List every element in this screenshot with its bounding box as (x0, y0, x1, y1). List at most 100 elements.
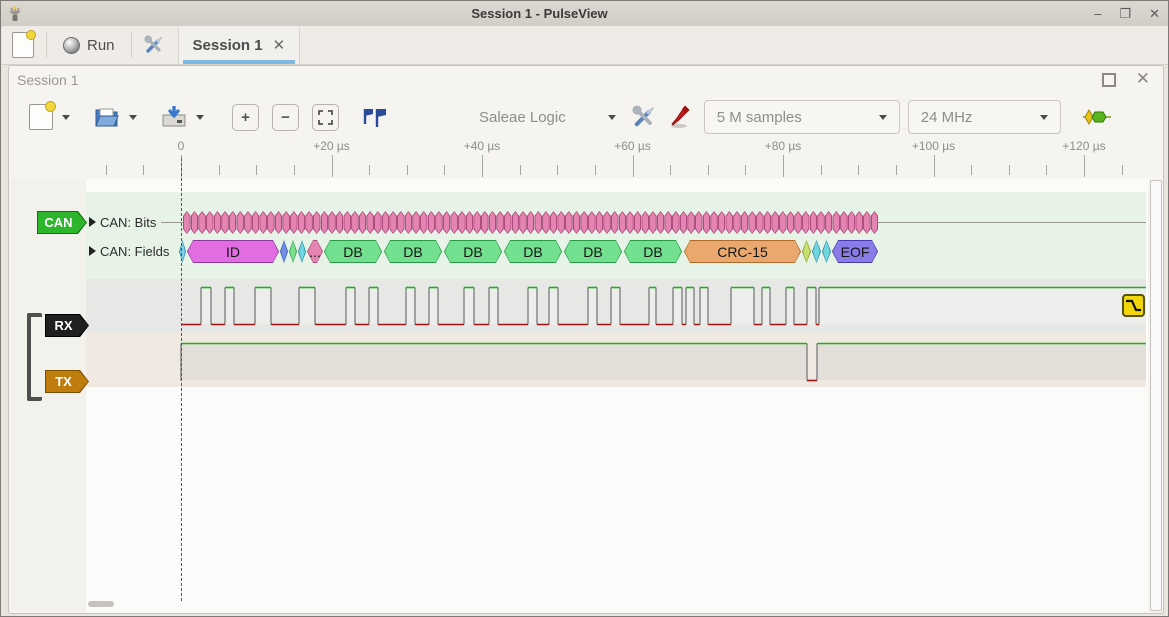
can-bit (305, 211, 313, 234)
can-bit (503, 211, 512, 234)
bits-row-label: CAN: Bits (100, 215, 157, 230)
ruler-minor-tick (858, 165, 860, 175)
new-session-button[interactable] (6, 30, 40, 60)
sample-rate-value: 24 MHz (920, 108, 973, 126)
session-tab[interactable]: Session 1 ✕ (177, 26, 301, 64)
sample-rate-select[interactable]: 24 MHz (907, 100, 1061, 134)
timeline-ruler[interactable]: 0 +20 µs +40 µs +60 µs +80 µs +100 µs +120 µs (1, 139, 1148, 179)
field-id[interactable]: ID (187, 240, 279, 263)
separator (130, 32, 132, 58)
rx-waveform[interactable] (86, 279, 1146, 333)
zoom-in-button[interactable]: + (232, 103, 259, 131)
restore-icon[interactable] (1101, 73, 1116, 87)
can-bit (679, 211, 688, 234)
window-title: Session 1 - PulseView (471, 6, 608, 21)
maximize-icon[interactable]: ❐ (1119, 6, 1132, 21)
can-bit (205, 211, 214, 234)
save-dropdown-arrow[interactable] (196, 114, 204, 120)
ruler-minor-tick (406, 165, 408, 175)
wrench-icon (632, 105, 654, 127)
ruler-minor-tick (218, 165, 220, 175)
channel-tag-tx[interactable]: TX (45, 370, 89, 393)
new-view-dropdown-arrow[interactable] (62, 114, 70, 120)
can-bit (763, 211, 772, 234)
save-button[interactable] (161, 106, 204, 128)
close-icon[interactable]: ✕ (1149, 6, 1160, 21)
bits-expander-icon[interactable] (89, 217, 96, 227)
can-bit (672, 211, 680, 234)
can-bit (778, 211, 787, 234)
separator (46, 32, 47, 58)
field-flag-bit-2[interactable] (289, 240, 297, 263)
ruler-major-tick (632, 155, 634, 177)
fields-row-label: CAN: Fields (100, 244, 170, 259)
tab-close-icon[interactable]: ✕ (272, 37, 286, 54)
time-cursor-line[interactable] (181, 158, 182, 601)
can-bit (213, 211, 222, 234)
field-db1[interactable]: DB (324, 240, 382, 263)
field-db3[interactable]: DB (444, 240, 502, 263)
channel-tag-rx[interactable]: RX (45, 314, 89, 337)
add-decoder-button[interactable] (1082, 108, 1111, 126)
trigger-marker-badge[interactable] (1122, 294, 1145, 317)
horizontal-scrollbar-thumb[interactable] (88, 601, 114, 607)
decoder-tag-can[interactable]: CAN (37, 211, 87, 234)
zoom-fit-button[interactable] (312, 103, 339, 131)
sample-count-value: 5 M samples (716, 108, 802, 126)
field-crc-delim[interactable] (802, 240, 811, 263)
new-view-button[interactable] (29, 101, 70, 130)
channel-group-bracket[interactable] (27, 313, 42, 401)
ruler-minor-tick (444, 165, 446, 175)
ruler-major-tick (783, 155, 784, 177)
device-dropdown-arrow[interactable] (607, 114, 616, 120)
vertical-scrollbar[interactable] (1150, 180, 1162, 611)
can-bit (259, 211, 268, 234)
field-flag-bit-3[interactable] (298, 240, 306, 263)
field-ack[interactable] (812, 240, 821, 263)
can-bit (664, 211, 672, 234)
session-close-icon[interactable]: ✕ (1135, 69, 1150, 88)
main-toolbar: Run Session 1 ✕ (2, 26, 1168, 65)
field-crc[interactable]: CRC-15 (684, 240, 801, 263)
device-selector[interactable]: Saleae Logic (479, 108, 566, 126)
field-sof[interactable] (179, 240, 186, 263)
can-bit (549, 211, 558, 234)
can-bit (450, 211, 459, 234)
ruler-major-tick (331, 155, 333, 177)
can-bit (580, 211, 588, 234)
session-window-title: Session 1 (17, 72, 79, 88)
can-bit (473, 211, 481, 234)
can-bit (603, 211, 611, 234)
field-flag-bit-1[interactable] (280, 240, 288, 263)
can-bit (435, 211, 443, 234)
can-bit (717, 211, 726, 234)
ruler-minor-tick (143, 165, 145, 175)
ruler-minor-tick (1046, 165, 1048, 175)
field-db4[interactable]: DB (504, 240, 562, 263)
run-button[interactable]: Run (53, 30, 125, 60)
can-bit (595, 211, 604, 234)
show-cursors-button[interactable] (363, 108, 387, 127)
can-bit (771, 211, 779, 234)
probe-icon (670, 105, 690, 128)
zoom-out-button[interactable]: − (272, 103, 299, 131)
fields-expander-icon[interactable] (89, 246, 96, 256)
device-config-button[interactable] (632, 105, 656, 129)
channels-button[interactable] (670, 105, 690, 129)
field-dlc[interactable]: ... (307, 240, 323, 263)
run-label: Run (87, 36, 115, 54)
can-bit (267, 211, 275, 234)
tx-waveform[interactable] (86, 333, 1146, 387)
field-eof[interactable]: EOF (832, 240, 878, 263)
open-dropdown-arrow[interactable] (129, 114, 137, 120)
field-db5[interactable]: DB (564, 240, 622, 263)
open-button[interactable] (94, 106, 137, 128)
field-db2[interactable]: DB (384, 240, 442, 263)
field-db6[interactable]: DB (624, 240, 682, 263)
sample-count-select[interactable]: 5 M samples (703, 100, 900, 134)
can-bit (244, 211, 252, 234)
field-ack-delim[interactable] (822, 240, 831, 263)
minimize-icon[interactable]: – (1094, 6, 1102, 21)
settings-button[interactable] (138, 30, 170, 60)
